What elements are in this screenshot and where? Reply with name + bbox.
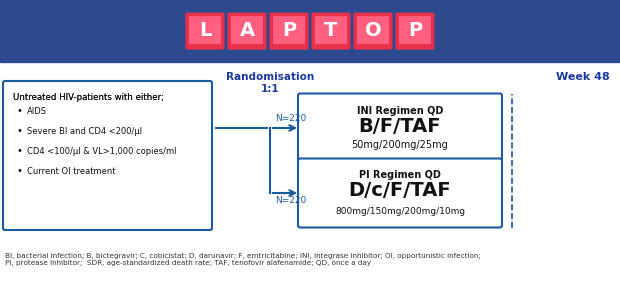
FancyBboxPatch shape: [3, 81, 212, 230]
Text: D/c/F/TAF: D/c/F/TAF: [348, 181, 451, 200]
Text: N=220: N=220: [275, 114, 306, 123]
Bar: [0, 0, 620, 62]
FancyBboxPatch shape: [298, 158, 502, 228]
FancyBboxPatch shape: [185, 13, 224, 50]
Text: Randomisation
1:1: Randomisation 1:1: [226, 72, 314, 94]
Text: 800mg/150mg/200mg/10mg: 800mg/150mg/200mg/10mg: [335, 207, 465, 215]
FancyBboxPatch shape: [231, 16, 263, 44]
Text: Untreated HIV-patients with either;: Untreated HIV-patients with either;: [13, 93, 164, 102]
FancyBboxPatch shape: [353, 13, 392, 50]
Text: N=220: N=220: [275, 196, 306, 205]
Text: B/F/TAF: B/F/TAF: [359, 117, 441, 136]
Text: •: •: [17, 146, 23, 156]
FancyBboxPatch shape: [399, 16, 431, 44]
Text: T: T: [324, 21, 338, 40]
FancyBboxPatch shape: [298, 93, 502, 162]
Text: O: O: [365, 21, 381, 40]
Text: Untreated HIV-patients with either;: Untreated HIV-patients with either;: [13, 93, 164, 102]
Text: L: L: [199, 21, 211, 40]
Text: AIDS: AIDS: [27, 106, 47, 115]
Text: BI, bacterial infection; B, bictegravir; C, cobicistat; D, darunavir; F, emtrici: BI, bacterial infection; B, bictegravir;…: [5, 253, 480, 266]
Text: A: A: [239, 21, 255, 40]
Text: PI Regimen QD: PI Regimen QD: [359, 170, 441, 181]
FancyBboxPatch shape: [189, 16, 221, 44]
Text: P: P: [282, 21, 296, 40]
Text: INI Regimen QD: INI Regimen QD: [357, 106, 443, 115]
Text: •: •: [17, 126, 23, 136]
Text: Severe BI and CD4 <200/µl: Severe BI and CD4 <200/µl: [27, 127, 142, 136]
FancyBboxPatch shape: [228, 13, 267, 50]
FancyBboxPatch shape: [270, 13, 309, 50]
Text: P: P: [408, 21, 422, 40]
FancyBboxPatch shape: [311, 13, 350, 50]
FancyBboxPatch shape: [273, 16, 305, 44]
Text: •: •: [17, 106, 23, 116]
FancyBboxPatch shape: [357, 16, 389, 44]
Text: •: •: [17, 166, 23, 176]
FancyBboxPatch shape: [396, 13, 435, 50]
Text: Week 48: Week 48: [556, 72, 610, 82]
Text: 50mg/200mg/25mg: 50mg/200mg/25mg: [352, 140, 448, 151]
Text: Current OI treatment: Current OI treatment: [27, 166, 115, 175]
Text: CD4 <100/µl & VL>1,000 copies/ml: CD4 <100/µl & VL>1,000 copies/ml: [27, 147, 177, 155]
FancyBboxPatch shape: [315, 16, 347, 44]
